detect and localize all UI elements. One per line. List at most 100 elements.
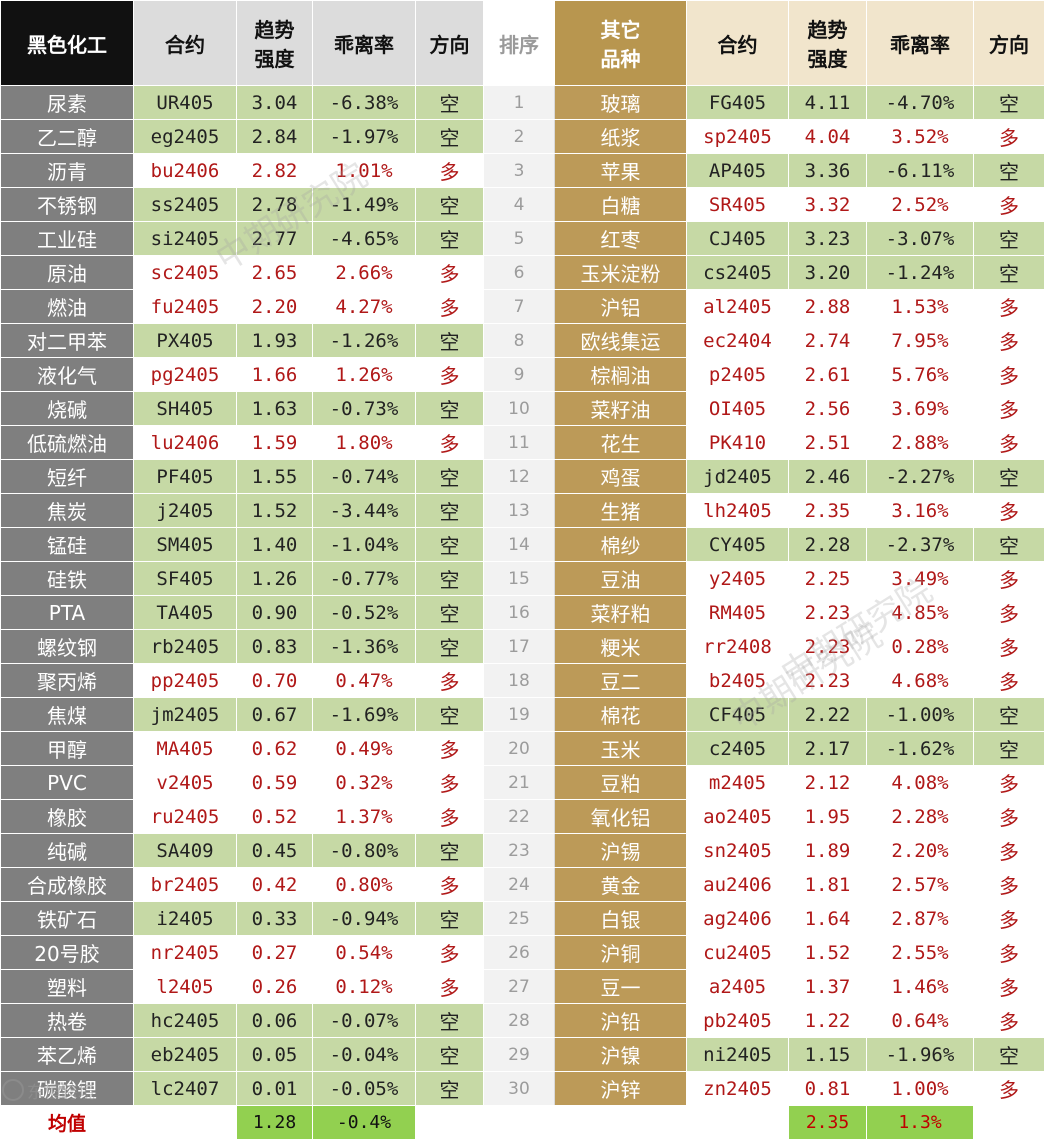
right-contract-code: b2405 — [687, 664, 789, 698]
left-trend-strength: 0.06 — [237, 1004, 313, 1038]
left-commodity-name: 焦煤 — [1, 698, 134, 732]
right-deviation-rate: 3.69% — [867, 392, 974, 426]
left-commodity-name: 锰硅 — [1, 528, 134, 562]
left-commodity-name: 苯乙烯 — [1, 1038, 134, 1072]
right-deviation-rate: 0.28% — [867, 630, 974, 664]
right-contract-code: sp2405 — [687, 120, 789, 154]
left-contract-code: lc2407 — [134, 1072, 237, 1106]
left-direction: 空 — [416, 324, 484, 358]
rank-number: 15 — [484, 562, 555, 596]
rank-number: 11 — [484, 426, 555, 460]
left-contract-code: j2405 — [134, 494, 237, 528]
left-contract-code: i2405 — [134, 902, 237, 936]
right-deviation-rate: -1.00% — [867, 698, 974, 732]
left-commodity-name: 低硫燃油 — [1, 426, 134, 460]
right-deviation-rate: 2.55% — [867, 936, 974, 970]
left-commodity-name: 20号胶 — [1, 936, 134, 970]
right-deviation-rate: 2.20% — [867, 834, 974, 868]
right-deviation-rate: -3.07% — [867, 222, 974, 256]
left-direction: 多 — [416, 936, 484, 970]
left-direction: 多 — [416, 256, 484, 290]
left-contract-code: nr2405 — [134, 936, 237, 970]
left-contract-code: fu2405 — [134, 290, 237, 324]
left-contract-code: pp2405 — [134, 664, 237, 698]
right-trend-strength: 3.20 — [789, 256, 867, 290]
right-commodity-name: 粳米 — [555, 630, 687, 664]
right-contract-code: zn2405 — [687, 1072, 789, 1106]
left-deviation-rate: 0.49% — [313, 732, 416, 766]
rank-number: 16 — [484, 596, 555, 630]
left-contract-code: SH405 — [134, 392, 237, 426]
right-direction: 多 — [974, 324, 1044, 358]
left-direction: 多 — [416, 290, 484, 324]
right-commodity-name: 鸡蛋 — [555, 460, 687, 494]
left-contract-code: l2405 — [134, 970, 237, 1004]
right-deviation-rate: -2.27% — [867, 460, 974, 494]
left-contract-code: ss2405 — [134, 188, 237, 222]
right-contract-code: c2405 — [687, 732, 789, 766]
rank-number: 2 — [484, 120, 555, 154]
left-commodity-name: 短纤 — [1, 460, 134, 494]
left-commodity-name: 碳酸锂 — [1, 1072, 134, 1106]
left-trend-strength: 0.90 — [237, 596, 313, 630]
right-direction: 空 — [974, 86, 1044, 120]
left-trend-strength: 2.65 — [237, 256, 313, 290]
left-direction: 空 — [416, 562, 484, 596]
right-commodity-name: 沪铅 — [555, 1004, 687, 1038]
right-contract-code: cs2405 — [687, 256, 789, 290]
right-direction: 多 — [974, 120, 1044, 154]
right-direction: 空 — [974, 1038, 1044, 1072]
right-trend-strength: 1.37 — [789, 970, 867, 1004]
right-direction: 多 — [974, 834, 1044, 868]
left-trend-strength: 1.63 — [237, 392, 313, 426]
left-deviation-rate: 4.27% — [313, 290, 416, 324]
right-commodity-name: 豆一 — [555, 970, 687, 1004]
left-trend-strength: 0.59 — [237, 766, 313, 800]
left-deviation-rate: -0.73% — [313, 392, 416, 426]
left-commodity-name: 纯碱 — [1, 834, 134, 868]
right-direction: 多 — [974, 596, 1044, 630]
left-commodity-name: 尿素 — [1, 86, 134, 120]
right-group-header-line2: 品种 — [601, 47, 641, 71]
left-commodity-name: 甲醇 — [1, 732, 134, 766]
rank-number: 30 — [484, 1072, 555, 1106]
right-commodity-name: 沪铜 — [555, 936, 687, 970]
left-trend-strength: 3.04 — [237, 86, 313, 120]
right-contract-code: CF405 — [687, 698, 789, 732]
left-deviation-rate: -0.07% — [313, 1004, 416, 1038]
left-direction: 空 — [416, 698, 484, 732]
right-direction: 多 — [974, 562, 1044, 596]
left-trend-strength: 2.84 — [237, 120, 313, 154]
left-trend-strength: 2.20 — [237, 290, 313, 324]
left-direction: 空 — [416, 528, 484, 562]
right-contract-code: cu2405 — [687, 936, 789, 970]
right-commodity-name: 白银 — [555, 902, 687, 936]
right-contract-header: 合约 — [687, 1, 789, 86]
left-direction: 空 — [416, 120, 484, 154]
left-deviation-rate: -0.04% — [313, 1038, 416, 1072]
left-direction: 空 — [416, 86, 484, 120]
right-deviation-rate: 4.85% — [867, 596, 974, 630]
right-commodity-name: 生猪 — [555, 494, 687, 528]
left-deviation-rate: 0.54% — [313, 936, 416, 970]
left-commodity-name: 螺纹钢 — [1, 630, 134, 664]
rank-number: 22 — [484, 800, 555, 834]
right-direction: 空 — [974, 256, 1044, 290]
left-deviation-rate: -0.94% — [313, 902, 416, 936]
left-commodity-name: 沥青 — [1, 154, 134, 188]
left-direction-header: 方向 — [416, 1, 484, 86]
left-deviation-rate: -1.97% — [313, 120, 416, 154]
left-contract-code: hc2405 — [134, 1004, 237, 1038]
right-deviation-rate: 2.57% — [867, 868, 974, 902]
left-commodity-name: 焦炭 — [1, 494, 134, 528]
